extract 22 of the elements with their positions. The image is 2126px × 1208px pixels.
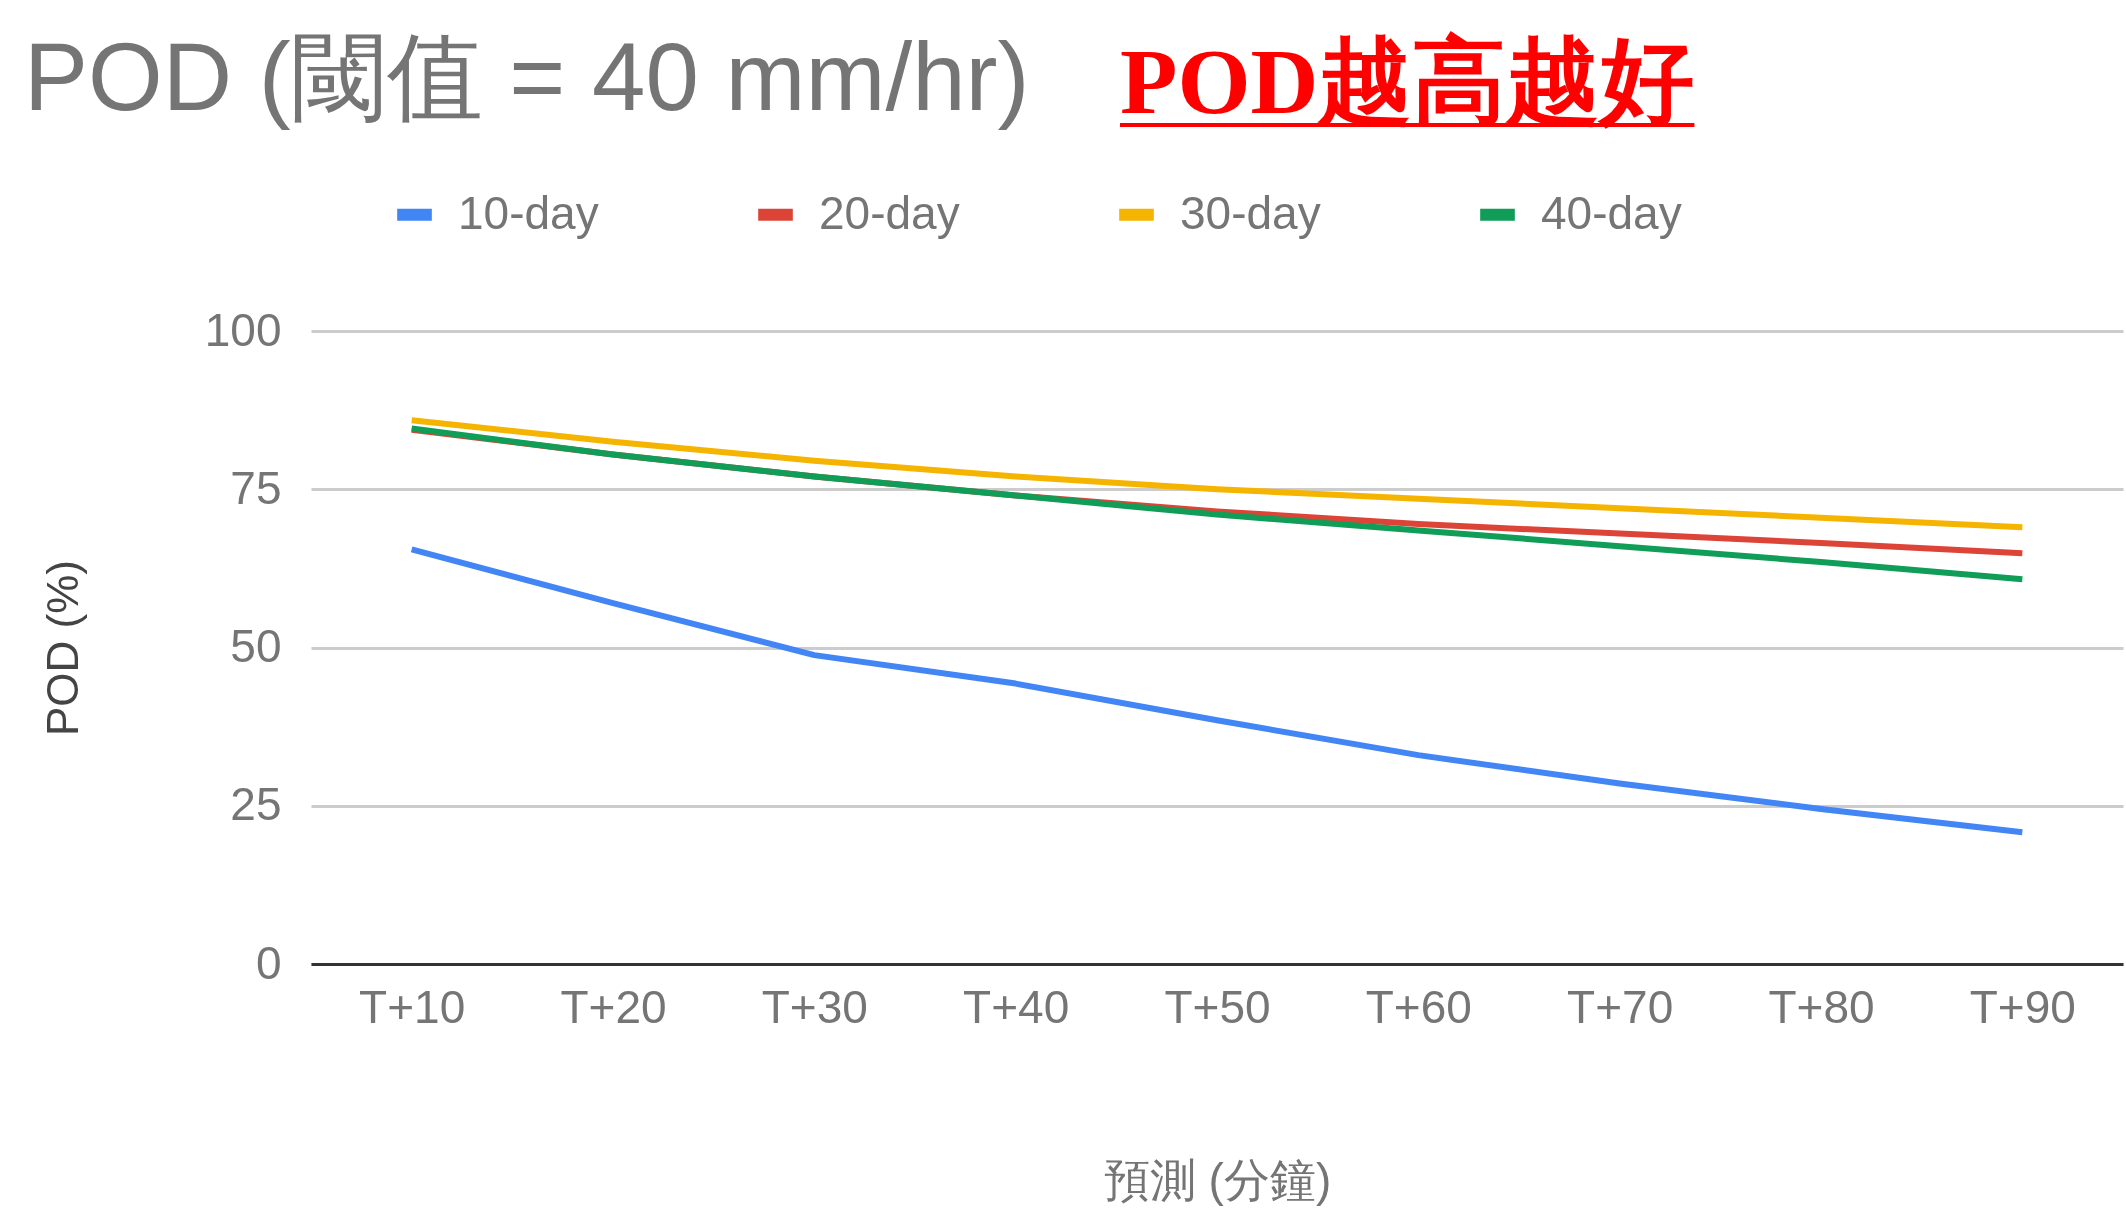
chart-title: POD (閾值 = 40 mm/hr) bbox=[24, 22, 1030, 132]
legend-label: 10-day bbox=[458, 186, 599, 239]
y-tick-label: 25 bbox=[230, 778, 282, 831]
y-tick-label: 0 bbox=[255, 936, 282, 989]
x-tick-label: T+80 bbox=[1768, 980, 1875, 1033]
x-tick-label: T+20 bbox=[560, 980, 667, 1033]
y-axis-title: POD (%) bbox=[37, 560, 87, 736]
x-tick-label: T+90 bbox=[1969, 980, 2076, 1033]
text: POD越高越好 bbox=[1120, 28, 1695, 135]
x-tick-label: T+40 bbox=[963, 980, 1070, 1033]
y-tick-label: 75 bbox=[230, 461, 282, 514]
legend-label: 20-day bbox=[819, 186, 960, 239]
y-tick-label: 50 bbox=[230, 620, 282, 672]
legend-label: 40-day bbox=[1541, 186, 1682, 239]
y-tick-label: 100 bbox=[204, 303, 282, 356]
x-tick-label: T+70 bbox=[1567, 980, 1674, 1033]
x-tick-label: T+60 bbox=[1365, 980, 1472, 1033]
legend-label: 30-day bbox=[1180, 186, 1321, 239]
x-tick-label: T+30 bbox=[761, 980, 868, 1033]
x-tick-label: T+50 bbox=[1164, 980, 1271, 1033]
x-axis-title: 預測 (分鐘) bbox=[1103, 1153, 1332, 1206]
x-tick-label: T+10 bbox=[359, 980, 466, 1033]
